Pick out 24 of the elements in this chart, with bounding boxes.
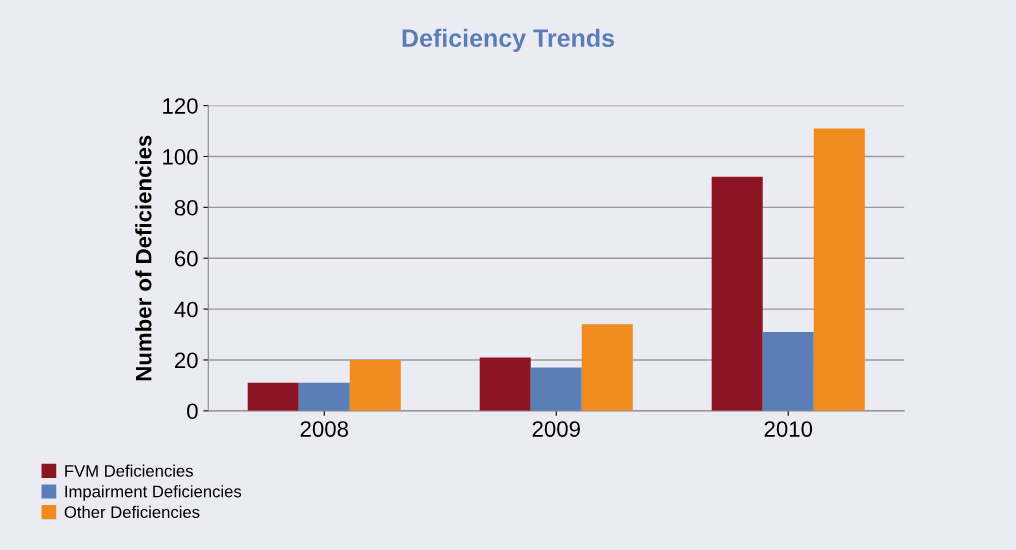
bar <box>530 367 582 411</box>
y-tick-label: 120 <box>163 98 198 114</box>
y-tick-label: 40 <box>174 301 198 318</box>
bar <box>298 382 350 411</box>
legend-label: FVM Deficiencies <box>65 464 193 477</box>
x-tick-label: 2009 <box>532 421 580 437</box>
chart-title: Deficiency Trends <box>402 28 614 52</box>
bar <box>711 176 763 411</box>
bar <box>479 357 531 411</box>
bar <box>581 324 633 411</box>
x-tick-label: 2010 <box>764 421 813 437</box>
bar <box>349 359 401 411</box>
x-tick-label: 2008 <box>300 421 349 437</box>
y-tick-label: 0 <box>187 403 198 420</box>
legend-label: Impairment Deficiencies <box>65 485 242 501</box>
y-axis-title: Number of Deficiencies <box>135 135 152 381</box>
legend-label: Other Deficiencies <box>64 505 200 519</box>
y-tick-label: 60 <box>174 250 198 267</box>
y-tick-label: 80 <box>174 199 198 216</box>
bar <box>247 382 299 411</box>
bar <box>813 128 865 411</box>
y-tick-label: 20 <box>174 352 198 369</box>
bar <box>762 331 814 411</box>
y-tick-label: 100 <box>163 149 198 165</box>
